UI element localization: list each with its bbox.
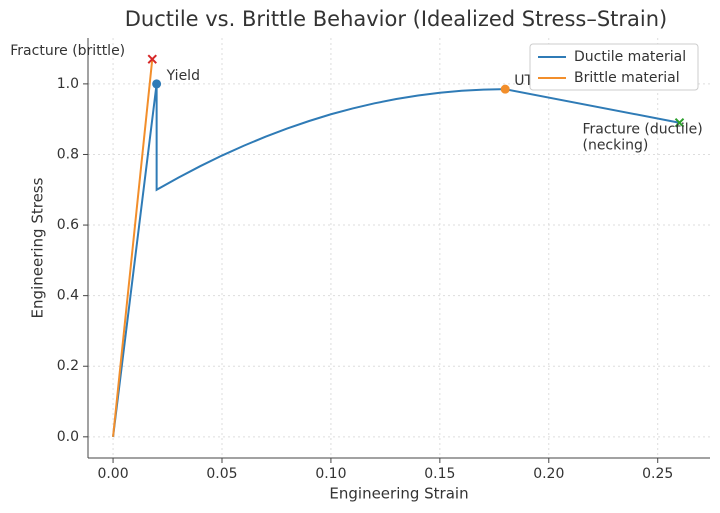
annotation-marker	[152, 79, 162, 89]
annotation-marker	[674, 117, 685, 128]
x-tick-label: 0.05	[206, 466, 237, 482]
x-tick-label: 0.00	[97, 466, 128, 482]
y-tick-label: 0.8	[57, 146, 79, 162]
x-axis-label: Engineering Strain	[329, 485, 468, 503]
annotation-text: Yield	[166, 68, 200, 84]
y-tick-label: 0.6	[57, 217, 79, 233]
legend-label: Brittle material	[574, 70, 680, 86]
x-tick-label: 0.10	[315, 466, 346, 482]
y-tick-label: 0.4	[57, 288, 79, 304]
annotation-marker	[147, 54, 157, 64]
x-tick-label: 0.15	[424, 466, 455, 482]
annotation-text: (necking)	[582, 138, 648, 154]
legend-box	[529, 43, 699, 91]
annotation-marker	[500, 84, 510, 94]
y-tick-label: 0.2	[57, 358, 79, 374]
chart-title: Ductile vs. Brittle Behavior (Idealized …	[125, 7, 668, 31]
annotation-text: Fracture (brittle)	[10, 43, 125, 59]
annotation-text: Fracture (ductile)	[582, 122, 702, 138]
y-axis-label: Engineering Stress	[29, 177, 47, 318]
data-line	[112, 83, 680, 437]
data-line	[112, 59, 154, 437]
x-tick-label: 0.20	[533, 466, 564, 482]
x-tick-label: 0.25	[642, 466, 673, 482]
legend-label: Ductile material	[574, 49, 686, 65]
y-tick-label: 1.0	[57, 76, 79, 92]
y-tick-label: 0.0	[57, 429, 79, 445]
